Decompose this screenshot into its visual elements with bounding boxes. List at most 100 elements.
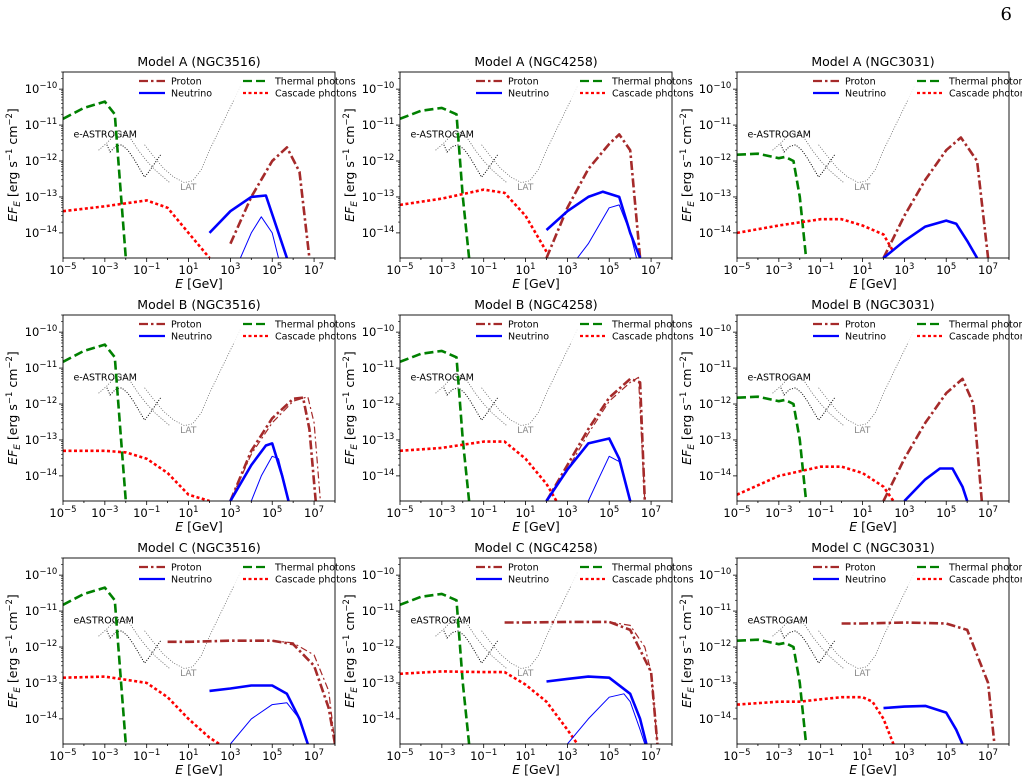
x-axis-label: E [GeV] [512, 762, 560, 777]
x-tick-label: 10−5 [723, 262, 750, 277]
y-tick-label: 10−14 [699, 468, 732, 483]
y-axis-label: EFE [erg s−1 cm−2] [5, 108, 23, 222]
y-tick-label: 10−13 [362, 189, 395, 204]
x-tick-label: 10−5 [723, 505, 750, 520]
y-tick-label: 10−12 [25, 153, 58, 168]
astrogam-label: e-ASTROGAM [747, 130, 811, 141]
x-tick-label: 10−5 [723, 748, 750, 763]
astrogam-sensitivity-curve [443, 387, 499, 422]
y-tick-label: 10−11 [699, 603, 732, 618]
series-proton [504, 620, 659, 744]
legend-label-cascade-photons: Cascade photons [949, 89, 1022, 100]
sensitivity-curves [98, 85, 242, 184]
series-neutrino-thin [239, 216, 279, 258]
legend-label-thermal-photons: Thermal photons [274, 320, 356, 331]
legend-label-proton: Proton [845, 320, 876, 331]
lat-sensitivity-curve [481, 85, 579, 184]
x-tick-label: 10−3 [91, 262, 118, 277]
series-proton [882, 136, 990, 258]
legend-label-proton: Proton [845, 563, 876, 574]
y-axis-label: EFE [erg s−1 cm−2] [5, 351, 23, 465]
x-tick-label: 101 [516, 505, 536, 520]
y-tick-label: 10−11 [699, 360, 732, 375]
lat-sensitivity-curve [481, 328, 579, 427]
legend-label-thermal-photons: Thermal photons [611, 563, 693, 574]
y-tick-label: 10−10 [25, 567, 58, 582]
lat-label: LAT [517, 183, 534, 193]
sensitivity-curves [435, 85, 579, 184]
series-neutrino [883, 704, 964, 744]
y-axis-label: EFE [erg s−1 cm−2] [679, 351, 697, 465]
series-proton-thin [546, 376, 646, 501]
legend-label-thermal-photons: Thermal photons [948, 563, 1022, 574]
axes-frame [62, 314, 336, 502]
x-axis-label: E [GeV] [849, 519, 897, 534]
astrogam-sensitivity-curve [443, 144, 499, 179]
page-number: 6 [1000, 4, 1012, 25]
panel-model-a-ngc3031: Model A (NGC3031) e-ASTROGAM LAT 10−5 10−3 10… [679, 54, 1022, 291]
x-axis-label: E [GeV] [512, 519, 560, 534]
x-tick-label: 101 [179, 262, 199, 277]
x-tick-label: 10−1 [807, 262, 834, 277]
axes-frame [62, 71, 336, 259]
y-tick-label: 10−14 [25, 468, 58, 483]
y-tick-label: 10−14 [699, 711, 732, 726]
panel-title: Model C (NGC3031) [811, 540, 935, 555]
series-neutrino-thin [567, 693, 646, 744]
x-axis-label: E [GeV] [175, 276, 223, 291]
y-tick-label: 10−13 [25, 675, 58, 690]
x-tick-label: 10−5 [49, 748, 76, 763]
y-tick-label: 10−14 [25, 225, 58, 240]
panel-model-b-ngc3031: Model B (NGC3031) e-ASTROGAM LAT 10−5 10−3 10… [679, 297, 1022, 534]
legend-label-thermal-photons: Thermal photons [611, 320, 693, 331]
panel-title: Model C (NGC4258) [474, 540, 598, 555]
y-tick-label: 10−13 [25, 432, 58, 447]
astrogam-sensitivity-curve [106, 387, 162, 422]
y-tick-label: 10−10 [699, 81, 732, 96]
x-tick-label: 101 [516, 262, 536, 277]
x-tick-label: 103 [894, 262, 914, 277]
x-tick-label: 101 [853, 505, 873, 520]
legend-label-neutrino: Neutrino [508, 332, 549, 343]
x-tick-label: 101 [516, 748, 536, 763]
series-neutrino [208, 194, 289, 258]
astrogam-label: e-ASTROGAM [73, 130, 137, 141]
y-tick-label: 10−10 [362, 567, 395, 582]
x-tick-label: 107 [304, 748, 324, 763]
panel-model-b-ngc4258: Model B (NGC4258) e-ASTROGAM LAT 10−5 10−3 10… [342, 297, 694, 534]
lat-sensitivity-curve [144, 328, 242, 427]
axes-frame [736, 557, 1010, 745]
astrogam-sensitivity-curve-2 [772, 617, 844, 669]
lat-sensitivity-curve [818, 85, 916, 184]
sensitivity-curves [772, 571, 916, 670]
series-proton [545, 377, 647, 501]
x-tick-label: 105 [599, 505, 619, 520]
series-proton [841, 621, 996, 744]
y-tick-label: 10−12 [699, 396, 732, 411]
legend-label-thermal-photons: Thermal photons [611, 77, 693, 88]
series-thermal-photons [63, 343, 128, 501]
sensitivity-curves [772, 85, 916, 184]
x-tick-label: 105 [936, 505, 956, 520]
astrogam-sensitivity-curve [780, 630, 836, 665]
series-proton [229, 146, 311, 258]
x-tick-label: 10−5 [49, 262, 76, 277]
legend-label-thermal-photons: Thermal photons [274, 77, 356, 88]
y-axis-label: EFE [erg s−1 cm−2] [679, 594, 697, 708]
y-tick-label: 10−10 [362, 324, 395, 339]
astrogam-sensitivity-curve [780, 144, 836, 179]
y-tick-label: 10−11 [25, 360, 58, 375]
x-tick-label: 101 [179, 748, 199, 763]
x-tick-label: 10−3 [428, 262, 455, 277]
y-axis-label: EFE [erg s−1 cm−2] [342, 594, 360, 708]
y-tick-label: 10−11 [362, 360, 395, 375]
series-cascade-photons [400, 440, 558, 501]
series-cascade-photons [737, 695, 895, 744]
series-group [400, 349, 647, 501]
series-proton-thin [272, 640, 335, 744]
x-tick-label: 105 [262, 262, 282, 277]
astrogam-label: eASTROGAM [747, 616, 807, 627]
